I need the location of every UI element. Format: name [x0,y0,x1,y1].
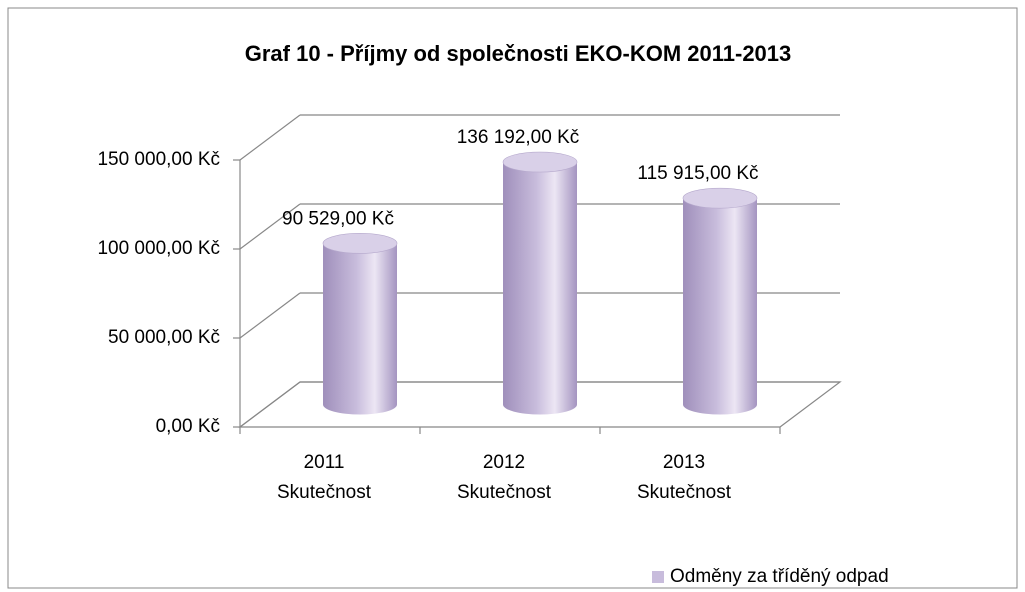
x-tick-label: Skutečnost [457,482,552,503]
cylinder [683,198,757,415]
y-tick-label: 150 000,00 Kč [97,149,220,170]
data-label: 90 529,00 Kč [282,208,394,229]
y-tick-label: 0,00 Kč [156,416,220,437]
x-tick-label: 2013 [663,452,705,473]
cylinder-top [322,233,398,254]
cylinder-top [502,151,578,173]
cylinder-top [682,187,758,209]
legend-label: Odměny za tříděný odpad [670,566,889,587]
grid-line [239,292,301,339]
x-tick-label: 2011 [304,452,345,473]
x-tick-label: 2012 [483,452,525,473]
legend-swatch [652,571,664,583]
data-label: 136 192,00 Kč [457,127,580,148]
grid-line [239,381,301,428]
y-tick-label: 100 000,00 Kč [97,238,220,259]
grid-line [239,114,301,161]
data-label: 115 915,00 Kč [637,163,758,184]
chart-title: Graf 10 - Příjmy od společnosti EKO-KOM … [245,41,792,66]
x-tick-label: Skutečnost [637,482,732,503]
grid-line [239,203,301,250]
cylinder [503,162,577,415]
x-tick-label: Skutečnost [277,482,372,503]
y-tick-label: 50 000,00 Kč [108,327,220,348]
cylinder [323,243,397,415]
